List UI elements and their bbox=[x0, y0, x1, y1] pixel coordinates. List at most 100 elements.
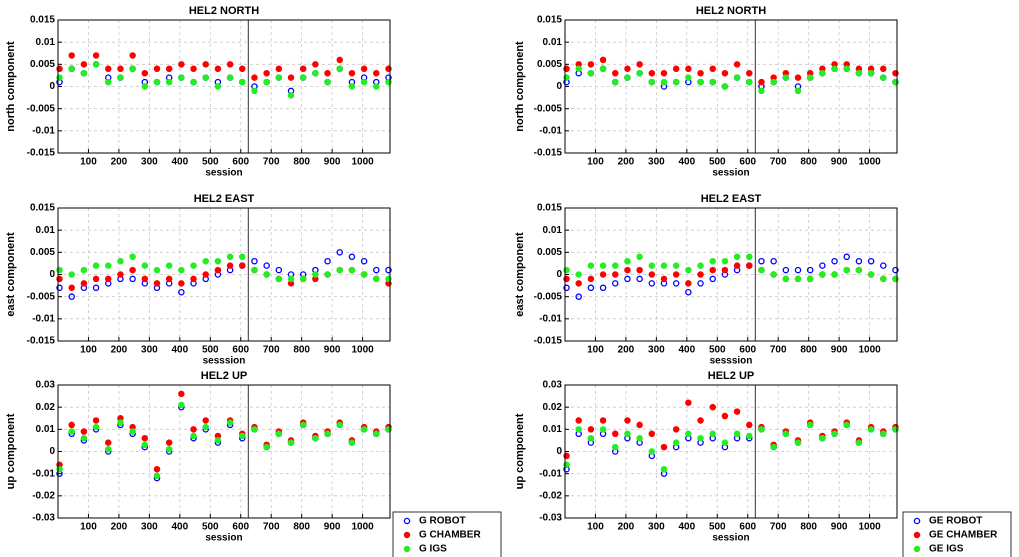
point bbox=[685, 74, 692, 81]
point bbox=[697, 280, 704, 287]
point bbox=[275, 430, 283, 438]
point bbox=[251, 87, 258, 95]
point bbox=[373, 266, 380, 274]
legend-label: G IGS bbox=[419, 544, 447, 555]
x-tick-label: 300 bbox=[648, 157, 665, 168]
x-tick-label: 800 bbox=[293, 345, 310, 356]
x-tick-label: 500 bbox=[202, 345, 219, 356]
y-tick-label: -0.02 bbox=[539, 490, 562, 501]
x-tick-label: 800 bbox=[293, 522, 310, 533]
y-tick-label: 0 bbox=[556, 446, 562, 457]
point bbox=[855, 266, 863, 274]
point bbox=[648, 69, 656, 77]
point bbox=[721, 266, 729, 274]
y-tick-label: 0 bbox=[556, 81, 562, 92]
point bbox=[575, 280, 582, 287]
point bbox=[202, 271, 209, 278]
point bbox=[299, 74, 307, 81]
point bbox=[685, 266, 692, 274]
point bbox=[697, 417, 704, 424]
point bbox=[263, 69, 270, 77]
point bbox=[287, 74, 295, 81]
point bbox=[153, 472, 161, 480]
point bbox=[105, 78, 112, 86]
y-tick-label: -0.01 bbox=[32, 125, 55, 136]
point bbox=[709, 403, 716, 411]
y-tick-label: -0.005 bbox=[27, 291, 56, 302]
x-axis-label: session bbox=[205, 533, 242, 544]
point bbox=[287, 439, 295, 446]
point bbox=[794, 439, 802, 446]
x-tick-label: 600 bbox=[232, 157, 249, 168]
y-tick-label: -0.015 bbox=[27, 336, 56, 347]
point bbox=[153, 65, 161, 73]
chart-title: HEL2 EAST bbox=[194, 193, 255, 205]
chart-title: HEL2 EAST bbox=[701, 193, 762, 205]
point bbox=[360, 271, 368, 278]
point bbox=[214, 266, 222, 274]
point bbox=[360, 78, 368, 86]
point bbox=[685, 399, 692, 406]
point bbox=[697, 262, 704, 269]
point bbox=[190, 65, 197, 73]
point bbox=[721, 257, 729, 265]
point bbox=[587, 434, 595, 442]
y-tick-label: -0.015 bbox=[27, 148, 56, 159]
x-tick-label: 800 bbox=[800, 157, 817, 168]
point bbox=[587, 275, 595, 283]
axes-box bbox=[564, 384, 898, 519]
point bbox=[202, 61, 209, 68]
point bbox=[141, 262, 149, 269]
x-tick-label: 700 bbox=[770, 522, 787, 533]
point bbox=[648, 430, 656, 438]
x-tick-label: 600 bbox=[739, 157, 756, 168]
point bbox=[624, 417, 631, 424]
point bbox=[746, 421, 753, 429]
point bbox=[624, 65, 631, 73]
point bbox=[648, 78, 656, 86]
y-tick-label: -0.01 bbox=[32, 468, 55, 479]
point bbox=[141, 434, 149, 442]
point bbox=[587, 284, 595, 292]
point bbox=[129, 52, 136, 59]
y-axis-label: east component bbox=[5, 232, 17, 317]
point bbox=[782, 74, 790, 81]
subplot: -0.015 -0.01 -0.005 0 0.005 0.01 0.015 100 200 30… bbox=[5, 5, 392, 179]
x-tick-label: 200 bbox=[111, 522, 128, 533]
point bbox=[587, 61, 595, 68]
y-axis-label: up component bbox=[514, 413, 526, 489]
x-tick-label: 400 bbox=[171, 157, 188, 168]
point bbox=[178, 61, 185, 68]
x-tick-label: 200 bbox=[111, 345, 128, 356]
chart-title: HEL2 UP bbox=[708, 370, 754, 382]
point bbox=[855, 257, 863, 265]
point bbox=[672, 262, 680, 269]
subplot: -0.015 -0.01 -0.005 0 0.005 0.01 0.015 100 200 30… bbox=[5, 193, 392, 367]
point bbox=[709, 266, 716, 274]
y-tick-label: 0.005 bbox=[537, 59, 562, 70]
point bbox=[80, 428, 88, 435]
point bbox=[599, 271, 607, 278]
point bbox=[190, 432, 197, 440]
point bbox=[612, 280, 619, 287]
point bbox=[563, 284, 570, 292]
point bbox=[733, 408, 741, 415]
point bbox=[153, 280, 161, 287]
point bbox=[758, 78, 765, 86]
point bbox=[105, 262, 112, 269]
chart-title: HEL2 NORTH bbox=[189, 5, 259, 17]
point bbox=[202, 423, 209, 431]
legend-box bbox=[902, 511, 1012, 557]
point bbox=[299, 65, 307, 73]
y-axis-label: up component bbox=[5, 413, 17, 489]
point bbox=[880, 65, 887, 73]
point bbox=[831, 271, 838, 278]
point bbox=[855, 439, 863, 446]
subplot: -0.015 -0.01 -0.005 0 0.005 0.01 0.015 100 200 30… bbox=[514, 5, 899, 179]
point bbox=[746, 78, 753, 86]
point bbox=[672, 65, 680, 73]
x-tick-label: 500 bbox=[709, 157, 726, 168]
y-tick-label: 0 bbox=[49, 269, 55, 280]
point bbox=[68, 421, 75, 429]
point bbox=[312, 271, 319, 278]
